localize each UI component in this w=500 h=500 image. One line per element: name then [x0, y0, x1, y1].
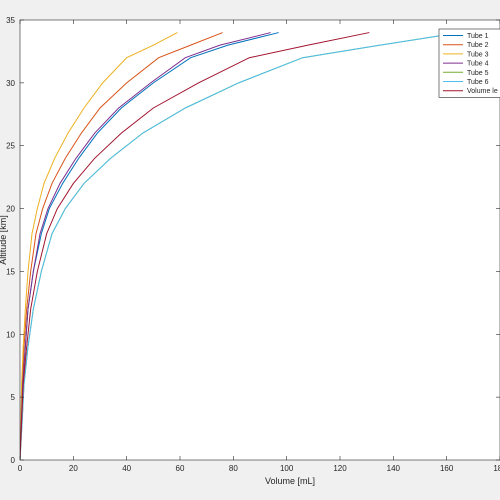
y-tick-label: 0 — [11, 456, 16, 465]
series-line-6 — [20, 32, 461, 460]
series-line-3 — [20, 32, 178, 460]
y-tick-label: 15 — [6, 267, 15, 276]
x-tick-label: 140 — [387, 464, 401, 473]
plot-area — [20, 20, 500, 460]
x-tick-label: 20 — [69, 464, 78, 473]
y-tick-label: 25 — [6, 142, 15, 151]
series-line-4 — [20, 32, 271, 460]
axes: 0 20 40 60 80 100 120 140 160 180 0 5 10 15 20 25 30 35 — [6, 16, 500, 473]
legend-label: Tube 5 — [467, 70, 489, 77]
x-tick-label: 120 — [333, 464, 347, 473]
x-tick-label: 180 — [493, 464, 500, 473]
series-line-7 — [20, 32, 370, 460]
y-tick-label: 30 — [6, 79, 15, 88]
y-tick-label: 5 — [11, 393, 16, 402]
legend-label: Tube 3 — [467, 51, 489, 58]
x-tick-label: 160 — [440, 464, 454, 473]
legend: Tube 1 Tube 2 Tube 3 Tube 4 Tube 5 Tube 6 Volu… — [438, 28, 500, 98]
x-axis-label: Volume [mL] — [265, 476, 315, 486]
y-tick-label: 20 — [6, 205, 15, 214]
x-tick-label: 60 — [176, 464, 185, 473]
legend-label: Tube 1 — [467, 33, 489, 40]
x-tick-label: 80 — [229, 464, 238, 473]
legend-label: Tube 4 — [467, 61, 489, 68]
legend-label: Tube 2 — [467, 42, 489, 49]
legend-label: Tube 6 — [467, 79, 489, 86]
legend-label: Volume le — [467, 88, 498, 95]
y-tick-label: 10 — [6, 330, 15, 339]
x-tick-label: 0 — [18, 464, 23, 473]
x-tick-label: 40 — [122, 464, 131, 473]
axes-box — [19, 19, 500, 461]
series-line-2 — [20, 32, 223, 460]
y-tick-label: 35 — [6, 16, 15, 25]
y-axis-label: Altitude [km] — [0, 215, 8, 265]
x-tick-label: 100 — [280, 464, 294, 473]
series-layer — [20, 32, 461, 460]
